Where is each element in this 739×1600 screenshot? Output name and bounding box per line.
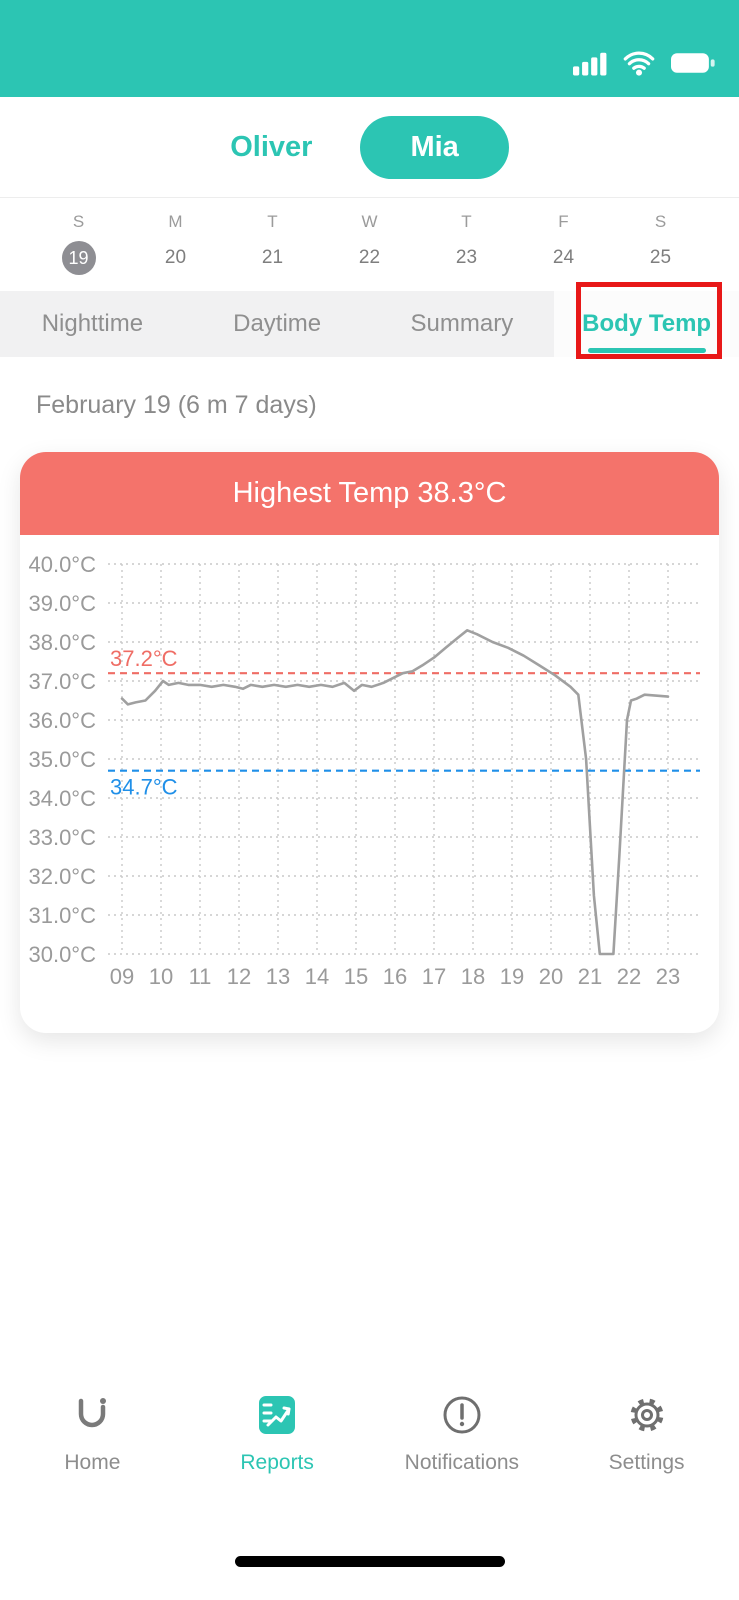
tab-label: Nighttime xyxy=(41,310,144,337)
day-number: 25 xyxy=(649,247,672,268)
report-tabs: Nighttime Daytime Summary Body Temp xyxy=(0,291,739,357)
tab-label: Body Temp xyxy=(582,310,712,337)
x-axis-tick-label: 11 xyxy=(189,964,212,989)
tab-nighttime[interactable]: Nighttime xyxy=(0,291,185,357)
status-icons xyxy=(573,50,715,81)
y-axis-tick-label: 39.0°C xyxy=(28,591,96,616)
x-axis-tick-label: 17 xyxy=(422,964,446,989)
x-axis-tick-label: 13 xyxy=(266,964,290,989)
threshold-label: 34.7°C xyxy=(110,775,178,800)
x-axis-tick-label: 20 xyxy=(539,964,563,989)
y-axis-tick-label: 36.0°C xyxy=(28,708,96,733)
day-number: 22 xyxy=(358,247,381,268)
reports-icon xyxy=(254,1392,300,1441)
y-axis-tick-label: 32.0°C xyxy=(28,864,96,889)
day-of-week-label: W xyxy=(361,212,378,231)
wifi-icon xyxy=(622,50,656,81)
tab-underline xyxy=(587,348,706,353)
settings-icon xyxy=(624,1392,670,1441)
status-bar xyxy=(0,0,739,97)
cell-signal-icon xyxy=(573,50,607,81)
x-axis-tick-label: 15 xyxy=(344,964,368,989)
highest-temp-banner: Highest Temp 38.3°C xyxy=(20,452,719,535)
battery-icon xyxy=(671,51,715,80)
y-axis-tick-label: 31.0°C xyxy=(28,903,96,928)
home-indicator[interactable] xyxy=(234,1556,505,1567)
tab-daytime[interactable]: Daytime xyxy=(185,291,370,357)
day-number: 20 xyxy=(164,247,187,268)
y-axis-tick-label: 35.0°C xyxy=(28,747,96,772)
day-of-week-label: S xyxy=(654,212,667,231)
day-number: 24 xyxy=(552,247,575,268)
calendar-day-20[interactable]: M 20 xyxy=(127,212,224,275)
calendar-day-24[interactable]: F 24 xyxy=(515,212,612,275)
y-axis-tick-label: 34.0°C xyxy=(28,786,96,811)
x-axis-tick-label: 14 xyxy=(305,964,329,989)
calendar-day-23[interactable]: T 23 xyxy=(418,212,515,275)
tab-summary[interactable]: Summary xyxy=(370,291,555,357)
threshold-label: 37.2°C xyxy=(110,646,178,671)
notifications-icon xyxy=(439,1392,485,1441)
day-of-week-label: S xyxy=(72,212,85,231)
x-axis-tick-label: 19 xyxy=(500,964,524,989)
tab-body-temp[interactable]: Body Temp xyxy=(554,291,739,357)
day-of-week-label: T xyxy=(461,212,472,231)
calendar-day-21[interactable]: T 21 xyxy=(224,212,321,275)
y-axis-tick-label: 37.0°C xyxy=(28,669,96,694)
day-number: 21 xyxy=(261,247,284,268)
x-axis-tick-label: 21 xyxy=(578,964,602,989)
period-label: February 19 (6 m 7 days) xyxy=(36,391,317,419)
profile-selector: Oliver Mia xyxy=(0,97,739,197)
x-axis-tick-label: 23 xyxy=(656,964,680,989)
calendar-day-22[interactable]: W 22 xyxy=(321,212,418,275)
home-logo-icon xyxy=(69,1392,115,1441)
calendar-day-19[interactable]: S 19 xyxy=(30,212,127,275)
nav-label: Notifications xyxy=(404,1451,520,1474)
body-temp-chart: 40.0°C 39.0°C 38.0°C 37.0°C 36.0°C 35.0°C 34.0… xyxy=(28,552,700,989)
x-axis-tick-label: 22 xyxy=(617,964,641,989)
day-of-week-label: M xyxy=(168,212,183,231)
day-number: 23 xyxy=(455,247,478,268)
nav-label: Reports xyxy=(240,1451,314,1474)
profile-tab-mia[interactable]: Mia xyxy=(360,115,509,179)
calendar-strip: S 19 M 20 T 21 W 22 T 23 F 24 S 25 xyxy=(0,197,739,291)
profile-tab-oliver[interactable]: Oliver xyxy=(230,130,313,163)
nav-label: Home xyxy=(64,1451,121,1474)
x-axis-tick-label: 09 xyxy=(110,964,134,989)
y-axis-tick-label: 40.0°C xyxy=(28,552,96,577)
x-axis-tick-label: 12 xyxy=(227,964,251,989)
y-axis-tick-label: 33.0°C xyxy=(28,825,96,850)
y-axis-tick-label: 38.0°C xyxy=(28,630,96,655)
x-axis-tick-label: 18 xyxy=(461,964,485,989)
temperature-chart-card: Highest Temp 38.3°C 40.0°C 39.0°C 38.0°C 37… xyxy=(20,452,719,1033)
bottom-nav: Home Reports xyxy=(0,1392,739,1475)
nav-item-notifications[interactable]: Notifications xyxy=(370,1392,555,1475)
nav-item-settings[interactable]: Settings xyxy=(554,1392,739,1475)
x-axis-tick-label: 10 xyxy=(149,964,173,989)
tab-label: Daytime xyxy=(233,310,322,337)
day-of-week-label: T xyxy=(267,212,278,231)
day-of-week-label: F xyxy=(558,212,569,231)
y-axis-tick-label: 30.0°C xyxy=(28,942,96,967)
day-number: 19 xyxy=(61,241,96,275)
nav-item-reports[interactable]: Reports xyxy=(185,1392,370,1475)
nav-label: Settings xyxy=(608,1451,685,1474)
temperature-line xyxy=(120,629,670,956)
tab-label: Summary xyxy=(410,310,514,337)
x-axis-tick-label: 16 xyxy=(383,964,407,989)
calendar-day-25[interactable]: S 25 xyxy=(612,212,709,275)
nav-item-home[interactable]: Home xyxy=(0,1392,185,1475)
